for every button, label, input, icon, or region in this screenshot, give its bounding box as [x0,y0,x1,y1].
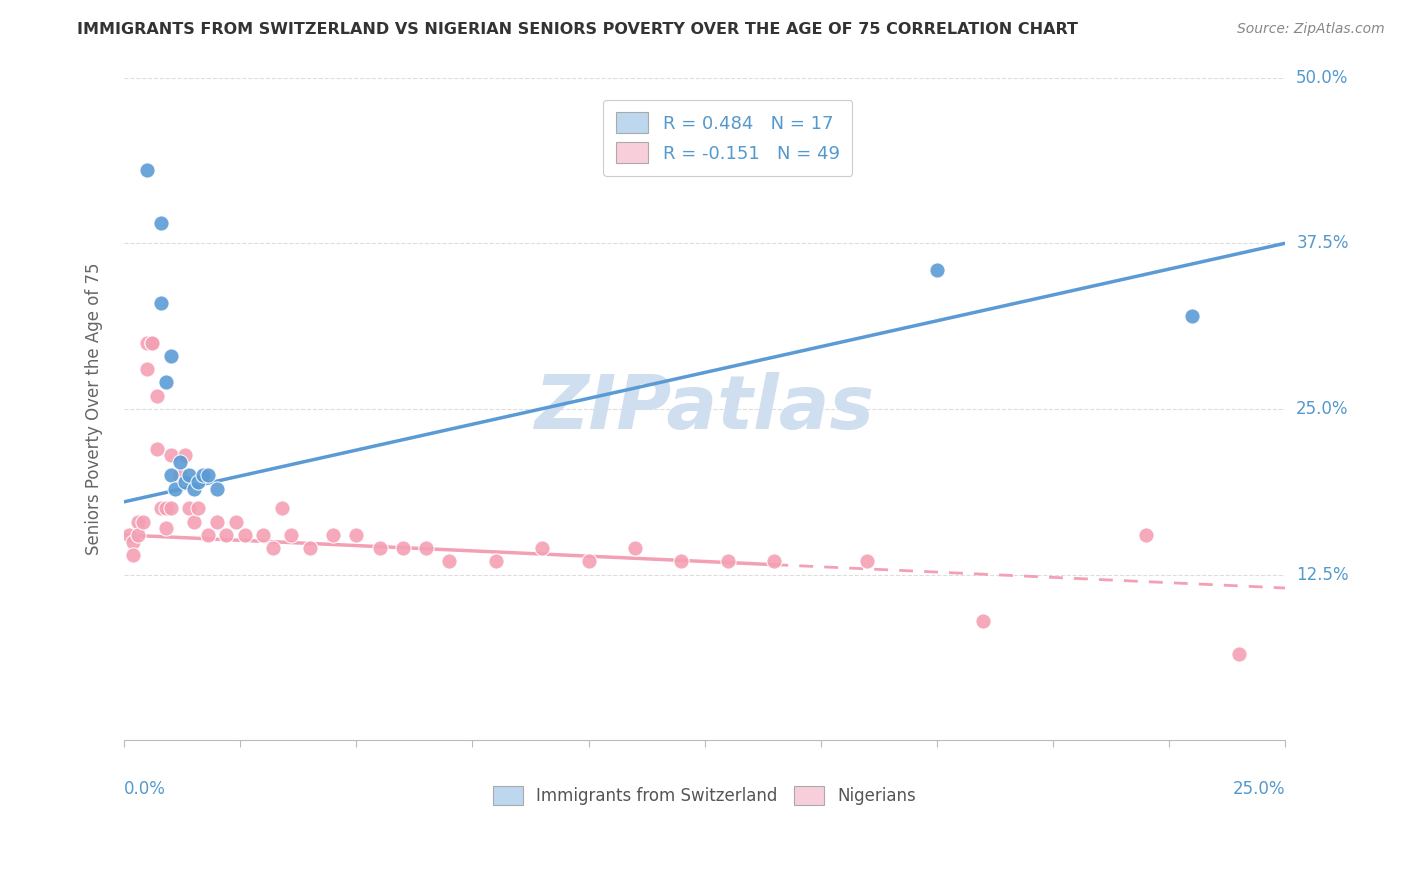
Point [145,389,167,403]
Point [624,541,647,556]
Point [187,501,209,516]
Point [150,216,173,230]
Text: 0.0%: 0.0% [124,780,166,798]
Point [131,515,153,529]
Point [141,335,163,350]
Text: 25.0%: 25.0% [1296,400,1348,418]
Point [437,554,460,568]
Point [183,482,205,496]
Legend: Immigrants from Switzerland, Nigerians: Immigrants from Switzerland, Nigerians [486,779,922,812]
Point [136,335,159,350]
Point [136,163,159,178]
Point [173,449,195,463]
Point [763,554,786,568]
Text: 37.5%: 37.5% [1296,235,1348,252]
Point [1227,648,1250,662]
Point [578,554,600,568]
Text: 25.0%: 25.0% [1233,780,1285,798]
Y-axis label: Seniors Poverty Over the Age of 75: Seniors Poverty Over the Age of 75 [86,263,103,555]
Point [322,528,344,542]
Point [155,501,177,516]
Point [262,541,284,556]
Point [415,541,437,556]
Point [150,501,173,516]
Point [127,528,149,542]
Point [155,376,177,390]
Point [159,449,181,463]
Text: 12.5%: 12.5% [1296,566,1348,583]
Point [485,554,508,568]
Point [127,515,149,529]
Text: Source: ZipAtlas.com: Source: ZipAtlas.com [1237,22,1385,37]
Point [252,528,274,542]
Point [271,501,294,516]
Point [391,541,413,556]
Point [155,521,177,535]
Point [298,541,321,556]
Point [159,501,181,516]
Point [972,614,994,628]
Point [165,482,187,496]
Point [280,528,302,542]
Point [225,515,247,529]
Text: IMMIGRANTS FROM SWITZERLAND VS NIGERIAN SENIORS POVERTY OVER THE AGE OF 75 CORRE: IMMIGRANTS FROM SWITZERLAND VS NIGERIAN … [77,22,1078,37]
Point [141,335,163,350]
Point [159,468,181,483]
Point [233,528,256,542]
Point [856,554,879,568]
Point [159,349,181,363]
Point [1181,309,1204,323]
Point [671,554,693,568]
Point [145,442,167,456]
Point [169,468,191,483]
Point [173,475,195,489]
Point [531,541,554,556]
Point [118,528,141,542]
Point [925,262,948,277]
Point [122,548,145,562]
Point [344,528,367,542]
Point [191,468,214,483]
Point [150,296,173,310]
Point [187,475,209,489]
Point [197,528,219,542]
Point [169,455,191,469]
Point [368,541,391,556]
Point [179,468,201,483]
Point [215,528,238,542]
Point [136,362,159,376]
Point [717,554,740,568]
Point [205,482,228,496]
Text: 50.0%: 50.0% [1296,69,1348,87]
Text: ZIPatlas: ZIPatlas [534,373,875,445]
Point [197,468,219,483]
Point [183,515,205,529]
Point [205,515,228,529]
Point [122,534,145,549]
Point [1135,528,1157,542]
Point [179,501,201,516]
